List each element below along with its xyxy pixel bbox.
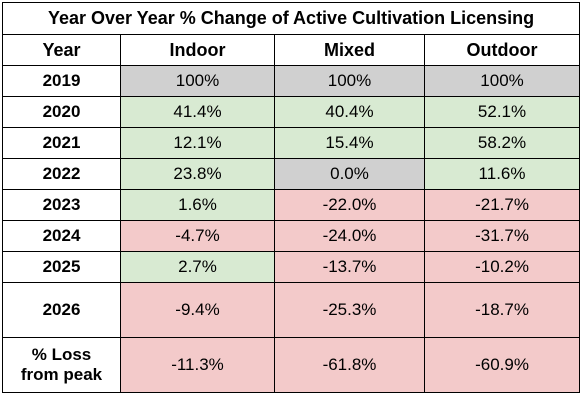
table-row: 2025 2.7% -13.7% -10.2% <box>2 251 581 283</box>
year-cell: 2023 <box>2 189 121 221</box>
table-row: 2022 23.8% 0.0% 11.6% <box>2 158 581 190</box>
year-cell: 2025 <box>2 251 121 283</box>
table-row: 2020 41.4% 40.4% 52.1% <box>2 96 581 128</box>
indoor-cell: 100% <box>120 65 275 97</box>
mixed-cell: -22.0% <box>274 189 425 221</box>
year-cell: 2021 <box>2 127 121 159</box>
indoor-cell: 1.6% <box>120 189 275 221</box>
column-header-year: Year <box>2 34 121 66</box>
table-row: 2021 12.1% 15.4% 58.2% <box>2 127 581 159</box>
outdoor-cell: -21.7% <box>423 189 581 221</box>
indoor-cell: 2.7% <box>120 251 275 283</box>
mixed-cell: 100% <box>274 65 425 97</box>
column-header-mixed: Mixed <box>274 34 425 66</box>
outdoor-cell: -31.7% <box>423 220 581 252</box>
mixed-loss-cell: -61.8% <box>274 337 425 393</box>
outdoor-cell: 52.1% <box>423 96 581 128</box>
indoor-cell: 12.1% <box>120 127 275 159</box>
loss-label-line1: % Loss <box>31 345 92 364</box>
loss-from-peak-label: % Loss from peak <box>2 337 121 393</box>
year-cell: 2026 <box>2 282 121 338</box>
outdoor-cell: -10.2% <box>423 251 581 283</box>
loss-label-line2: from peak <box>20 365 103 384</box>
indoor-loss-cell: -11.3% <box>120 337 275 393</box>
indoor-cell: 41.4% <box>120 96 275 128</box>
column-header-outdoor: Outdoor <box>423 34 581 66</box>
year-cell: 2024 <box>2 220 121 252</box>
year-cell: 2020 <box>2 96 121 128</box>
table-title: Year Over Year % Change of Active Cultiv… <box>1 2 581 35</box>
mixed-cell: 15.4% <box>274 127 425 159</box>
yoy-change-table: Year Over Year % Change of Active Cultiv… <box>1 2 581 393</box>
year-cell: 2019 <box>2 65 121 97</box>
mixed-cell: 40.4% <box>274 96 425 128</box>
mixed-cell: -25.3% <box>274 282 425 338</box>
mixed-cell: -24.0% <box>274 220 425 252</box>
year-cell: 2022 <box>2 158 121 190</box>
table-row: 2024 -4.7% -24.0% -31.7% <box>2 220 581 252</box>
header-row: Year Indoor Mixed Outdoor <box>2 34 581 66</box>
outdoor-cell: 58.2% <box>423 127 581 159</box>
indoor-cell: -4.7% <box>120 220 275 252</box>
indoor-cell: -9.4% <box>120 282 275 338</box>
outdoor-cell: 100% <box>423 65 581 97</box>
outdoor-cell: -18.7% <box>423 282 581 338</box>
outdoor-cell: 11.6% <box>423 158 581 190</box>
table-row: 2023 1.6% -22.0% -21.7% <box>2 189 581 221</box>
loss-from-peak-row: % Loss from peak -11.3% -61.8% -60.9% <box>2 337 581 393</box>
column-header-indoor: Indoor <box>120 34 275 66</box>
table-row: 2019 100% 100% 100% <box>2 65 581 97</box>
mixed-cell: -13.7% <box>274 251 425 283</box>
mixed-cell: 0.0% <box>274 158 425 190</box>
outdoor-loss-cell: -60.9% <box>423 337 581 393</box>
indoor-cell: 23.8% <box>120 158 275 190</box>
table-row: 2026 -9.4% -25.3% -18.7% <box>2 282 581 338</box>
